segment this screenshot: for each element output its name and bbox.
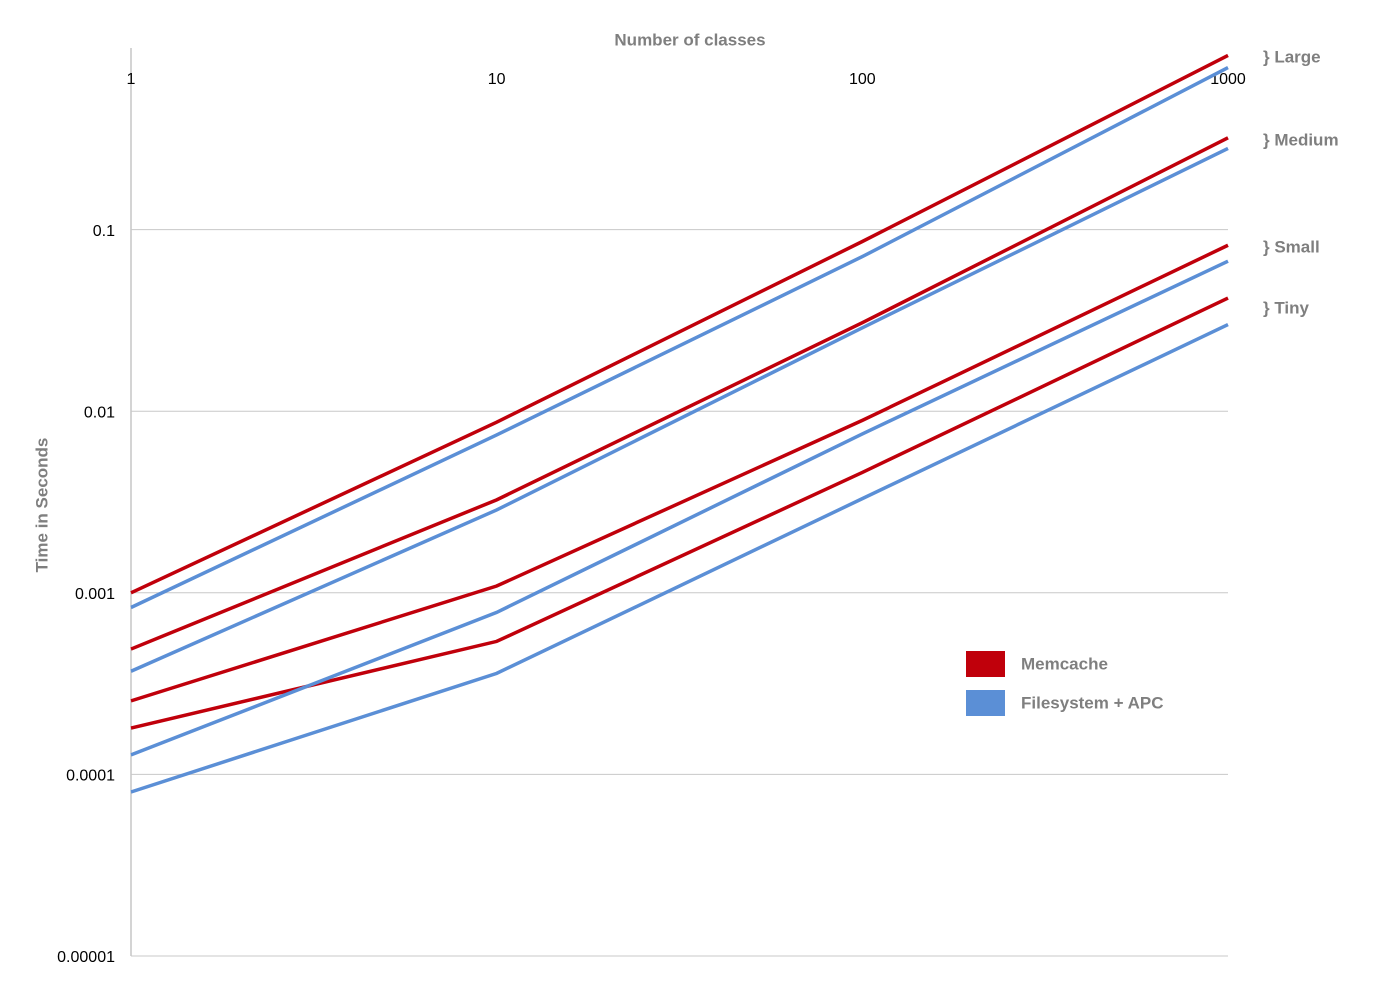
group-annotation: } Small — [1263, 237, 1320, 256]
x-tick-label: 1 — [127, 71, 136, 88]
legend-label: Filesystem + APC — [1021, 693, 1164, 712]
x-tick-label: 100 — [849, 71, 876, 88]
legend-swatch — [966, 690, 1005, 716]
group-annotation: } Large — [1263, 47, 1321, 66]
group-annotation: } Tiny — [1263, 298, 1310, 317]
y-tick-label: 0.001 — [75, 586, 115, 603]
group-annotation: } Medium — [1263, 130, 1339, 149]
series-line — [130, 53, 1229, 595]
y-tick-label: 0.1 — [93, 223, 115, 240]
series-line — [130, 243, 1229, 703]
legend-swatch — [966, 651, 1005, 677]
x-tick-label: 1000 — [1210, 71, 1246, 88]
series-line — [130, 136, 1229, 651]
legend-label: Memcache — [1021, 654, 1108, 673]
x-tick-label: 10 — [488, 71, 506, 88]
series-line — [130, 146, 1229, 673]
y-tick-label: 0.01 — [84, 404, 115, 421]
x-axis-title: Number of classes — [614, 30, 765, 49]
y-axis-title: Time in Seconds — [32, 438, 51, 573]
y-tick-label: 0.0001 — [66, 768, 115, 785]
y-tick-label: 0.00001 — [57, 949, 115, 966]
series-line — [130, 66, 1229, 610]
series-line — [130, 322, 1229, 794]
series-line — [130, 259, 1229, 757]
